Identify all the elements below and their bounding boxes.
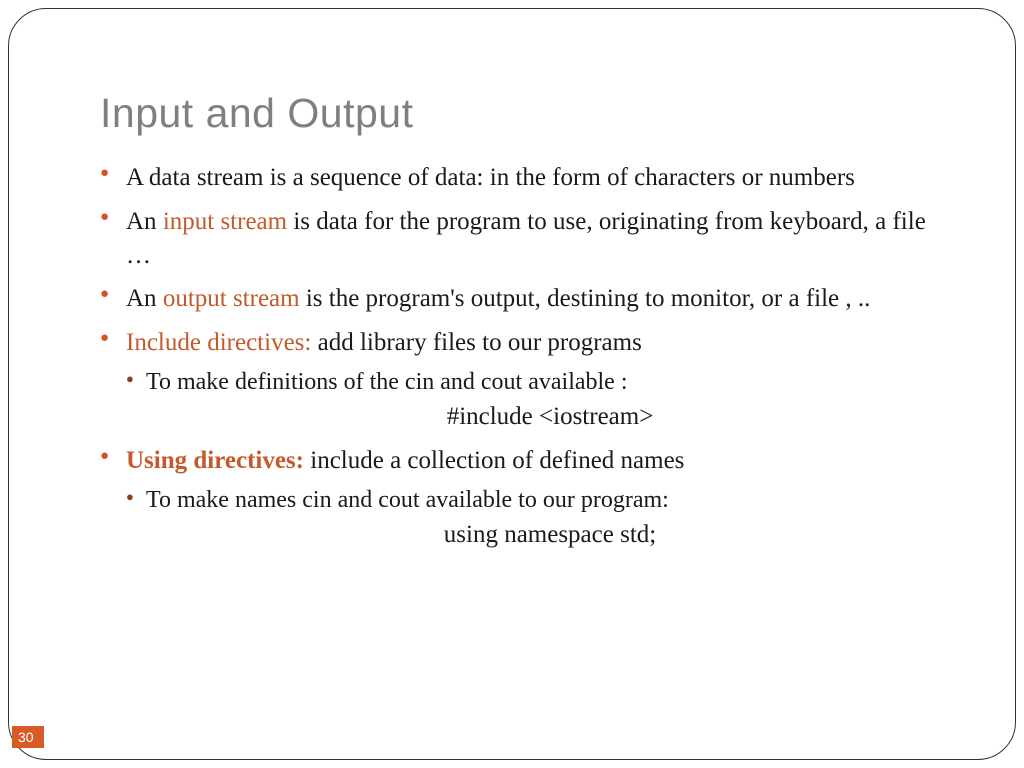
accent-text: output stream: [163, 285, 300, 312]
bullet-item: Using directives: include a collection o…: [126, 444, 954, 552]
bullet-text-post: add library files to our programs: [311, 329, 641, 356]
accent-text: input stream: [163, 208, 287, 235]
code-line: using namespace std;: [146, 518, 954, 552]
bullet-item: An input stream is data for the program …: [126, 205, 954, 273]
bullet-text-post: include a collection of defined names: [304, 447, 684, 474]
page-number-badge: 30: [12, 726, 44, 748]
sub-bullet-list: To make definitions of the cin and cout …: [126, 366, 954, 434]
sub-bullet-text: To make names cin and cout available to …: [146, 487, 669, 513]
code-line: #include <iostream>: [146, 400, 954, 434]
bullet-list: A data stream is a sequence of data: in …: [100, 161, 954, 552]
bullet-text-pre: An: [126, 285, 163, 312]
bullet-text-post: is the program's output, destining to mo…: [300, 285, 871, 312]
slide-content: Input and Output A data stream is a sequ…: [100, 90, 954, 562]
bullet-item: Include directives: add library files to…: [126, 326, 954, 434]
bullet-item: An output stream is the program's output…: [126, 282, 954, 316]
accent-bold-text: Using directives:: [126, 447, 304, 474]
bullet-text-pre: An: [126, 208, 163, 235]
bullet-text: A data stream is a sequence of data: in …: [126, 164, 855, 191]
sub-bullet-list: To make names cin and cout available to …: [126, 484, 954, 552]
accent-text: Include directives:: [126, 329, 311, 356]
sub-bullet-item: To make names cin and cout available to …: [146, 484, 954, 552]
sub-bullet-item: To make definitions of the cin and cout …: [146, 366, 954, 434]
sub-bullet-text: To make definitions of the cin and cout …: [146, 369, 628, 395]
slide-title: Input and Output: [100, 90, 954, 137]
bullet-item: A data stream is a sequence of data: in …: [126, 161, 954, 195]
